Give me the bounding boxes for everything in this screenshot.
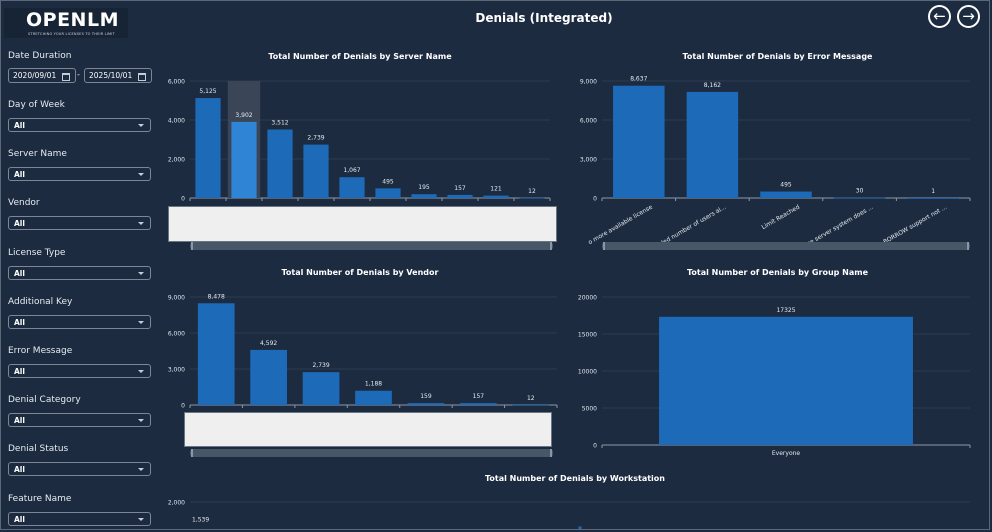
- server-name-chart-scrollbar[interactable]: [190, 242, 553, 250]
- forward-button[interactable]: →: [957, 5, 980, 28]
- chart-title-vendor: Total Number of Denials by Vendor: [281, 268, 439, 277]
- chevron-down-icon: [138, 173, 144, 177]
- vendor-label-area: [184, 412, 552, 447]
- server-name-label-area: [168, 206, 557, 242]
- denial-category-label: Denial Category: [8, 395, 81, 406]
- server-name-label: Server Name: [8, 149, 67, 160]
- denial-status-value: All: [14, 465, 25, 475]
- page-title: Denials (Integrated): [475, 11, 613, 25]
- logo-text: OPENLM: [26, 9, 119, 31]
- feature-name-label: Feature Name: [8, 493, 72, 504]
- calendar-icon[interactable]: [62, 73, 70, 81]
- additional-key-label: Additional Key: [8, 296, 73, 307]
- vendor-value: All: [14, 219, 25, 229]
- license-type-value: All: [14, 268, 25, 278]
- error-message-dropdown[interactable]: All: [8, 364, 151, 378]
- chevron-down-icon: [138, 370, 144, 373]
- chevron-down-icon: [138, 517, 144, 521]
- chevron-down-icon: [138, 419, 144, 423]
- date-from-value: 2020/09/01: [13, 71, 57, 80]
- arrow-right-icon: →: [962, 7, 975, 25]
- error-message-label: Error Message: [8, 346, 73, 356]
- openlm-logo: OPENLM STRETCHING YOUR LICENSES TO THEIR…: [4, 8, 128, 38]
- chevron-down-icon: [138, 468, 144, 472]
- day-of-week-dropdown[interactable]: All: [8, 118, 151, 132]
- date-separator: -: [77, 70, 80, 79]
- feature-name-dropdown[interactable]: All: [8, 511, 151, 526]
- date-to-value: 2025/10/01: [89, 71, 133, 80]
- vendor-chart-scrollbar[interactable]: [190, 449, 553, 457]
- chart-title-server-name: Total Number of Denials by Server Name: [268, 52, 452, 61]
- back-button[interactable]: ←: [928, 5, 951, 28]
- chevron-down-icon: [138, 320, 144, 324]
- error-message-value: All: [14, 367, 25, 376]
- server-name-value: All: [14, 170, 25, 180]
- chart-title-error-message: Total Number of Denials by Error Message: [682, 52, 873, 61]
- license-type-label: License Type: [8, 247, 66, 258]
- license-type-dropdown[interactable]: All: [8, 265, 151, 280]
- chevron-down-icon: [138, 124, 144, 127]
- chevron-down-icon: [138, 271, 144, 275]
- vendor-dropdown[interactable]: All: [8, 216, 151, 231]
- chart-title-workstation: Total Number of Denials by Workstation: [485, 474, 665, 483]
- day-of-week-label: Day of Week: [8, 100, 65, 110]
- server-name-dropdown[interactable]: All: [8, 167, 151, 182]
- error-message-chart-scrollbar[interactable]: [602, 242, 970, 250]
- denial-status-label: Denial Status: [8, 444, 69, 455]
- chart-title-group-name: Total Number of Denials by Group Name: [687, 268, 868, 277]
- denial-category-dropdown[interactable]: All: [8, 413, 151, 428]
- additional-key-value: All: [14, 317, 25, 327]
- denial-category-value: All: [14, 416, 25, 426]
- date-from-input[interactable]: 2020/09/01: [8, 68, 76, 83]
- denial-status-dropdown[interactable]: All: [8, 462, 151, 477]
- arrow-left-icon: ←: [933, 7, 946, 25]
- chevron-down-icon: [138, 222, 144, 226]
- date-duration-label: Date Duration: [8, 51, 72, 61]
- calendar-icon[interactable]: [138, 73, 146, 81]
- vendor-label: Vendor: [8, 198, 40, 209]
- additional-key-dropdown[interactable]: All: [8, 314, 151, 329]
- day-of-week-value: All: [14, 121, 25, 130]
- logo-tagline: STRETCHING YOUR LICENSES TO THEIR LIMIT: [28, 32, 115, 36]
- date-to-input[interactable]: 2025/10/01: [84, 68, 152, 83]
- feature-name-value: All: [14, 514, 25, 524]
